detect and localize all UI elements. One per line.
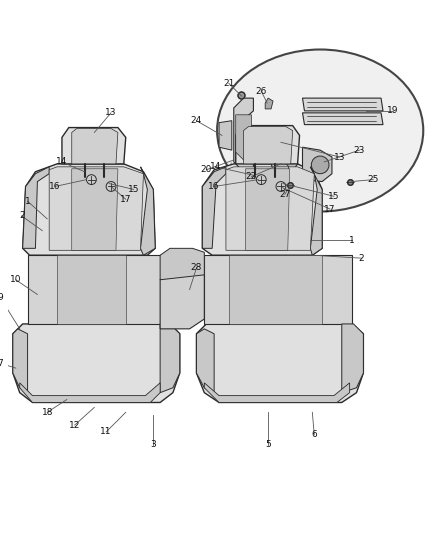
Polygon shape [204, 255, 352, 324]
Text: 13: 13 [334, 152, 346, 161]
Polygon shape [160, 324, 180, 393]
Text: 22: 22 [246, 172, 257, 181]
Polygon shape [28, 255, 170, 324]
Text: 18: 18 [42, 408, 53, 417]
Text: 1: 1 [349, 236, 354, 245]
Polygon shape [202, 167, 226, 248]
Polygon shape [234, 98, 254, 172]
Polygon shape [265, 98, 273, 109]
Circle shape [256, 175, 266, 184]
Polygon shape [72, 128, 118, 164]
Text: 23: 23 [354, 146, 365, 155]
Text: 17: 17 [120, 195, 131, 204]
Polygon shape [141, 167, 155, 255]
Text: 16: 16 [49, 182, 61, 191]
Polygon shape [246, 169, 290, 251]
Polygon shape [13, 324, 180, 402]
Text: 14: 14 [210, 163, 222, 171]
Polygon shape [160, 248, 204, 280]
Text: 2: 2 [19, 212, 25, 221]
Text: 7: 7 [0, 359, 3, 368]
Polygon shape [229, 255, 322, 324]
Text: 6: 6 [311, 430, 317, 439]
Polygon shape [342, 324, 364, 393]
Polygon shape [311, 167, 322, 255]
Polygon shape [197, 329, 214, 393]
Text: 20: 20 [201, 165, 212, 174]
Text: 11: 11 [100, 427, 112, 437]
Text: 2: 2 [359, 254, 364, 263]
Text: 5: 5 [265, 440, 271, 449]
Text: 13: 13 [105, 108, 117, 117]
Text: 24: 24 [191, 116, 202, 125]
Polygon shape [20, 383, 160, 402]
Polygon shape [62, 127, 126, 164]
Polygon shape [219, 120, 232, 150]
Circle shape [86, 175, 96, 184]
Polygon shape [13, 329, 28, 393]
Text: 14: 14 [56, 157, 67, 166]
Polygon shape [226, 167, 314, 251]
Text: 17: 17 [324, 205, 336, 214]
Polygon shape [236, 115, 251, 160]
Text: 15: 15 [328, 192, 340, 201]
Circle shape [106, 182, 116, 191]
Text: 28: 28 [191, 263, 202, 272]
Text: 26: 26 [256, 87, 267, 96]
Ellipse shape [217, 50, 423, 212]
Polygon shape [271, 145, 297, 180]
Polygon shape [160, 268, 204, 329]
Text: 12: 12 [69, 421, 81, 430]
Polygon shape [303, 98, 383, 111]
Text: 27: 27 [279, 190, 290, 199]
Text: 9: 9 [0, 293, 3, 302]
Text: 19: 19 [387, 107, 399, 115]
Polygon shape [303, 113, 383, 125]
Polygon shape [49, 167, 143, 251]
Polygon shape [303, 147, 332, 182]
Polygon shape [204, 383, 350, 402]
Polygon shape [23, 167, 49, 248]
Text: 16: 16 [208, 182, 220, 191]
Polygon shape [197, 324, 364, 402]
Circle shape [276, 182, 286, 191]
Circle shape [311, 156, 329, 174]
Polygon shape [72, 169, 118, 251]
Polygon shape [23, 164, 155, 255]
Text: 15: 15 [128, 185, 139, 194]
Text: 25: 25 [367, 175, 379, 184]
Polygon shape [202, 164, 322, 255]
Polygon shape [236, 126, 300, 164]
Text: 10: 10 [10, 275, 21, 284]
Text: 21: 21 [223, 79, 234, 88]
Text: 3: 3 [150, 440, 156, 449]
Text: 1: 1 [25, 197, 31, 206]
Polygon shape [244, 126, 293, 164]
Polygon shape [57, 255, 126, 324]
